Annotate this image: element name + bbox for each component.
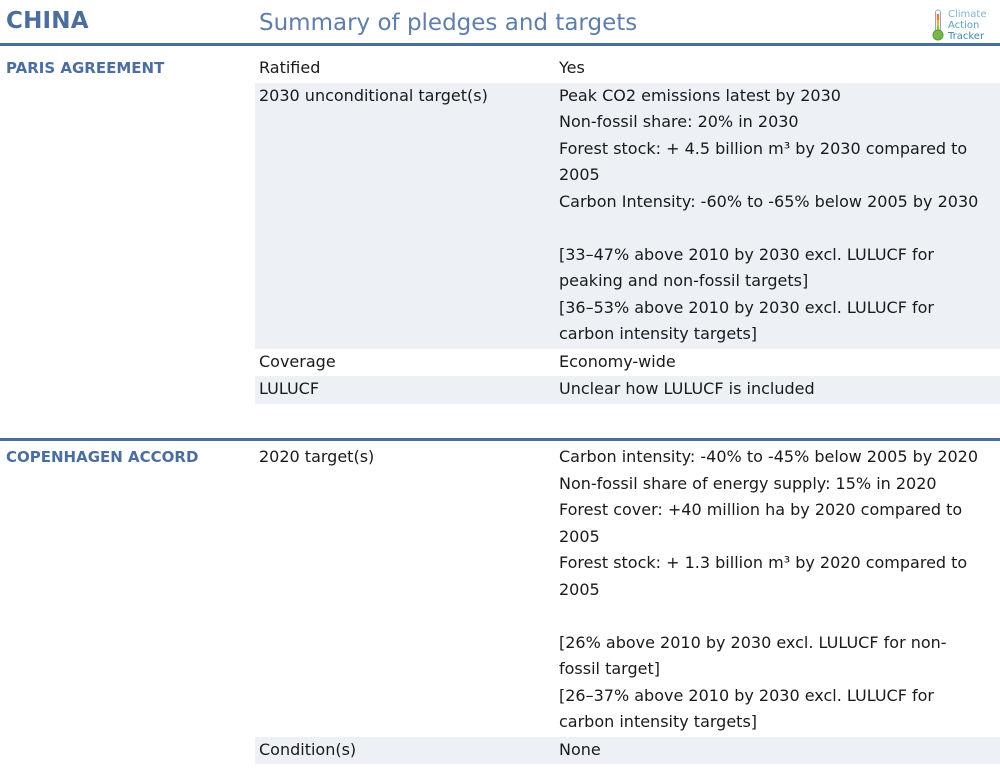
paris-row: 2030 unconditional target(s) Peak CO2 emi… [255, 82, 1000, 349]
copenhagen-row-value: Carbon intensity: -40% to -45% below 200… [559, 444, 997, 736]
page-subtitle: Summary of pledges and targets [259, 10, 638, 36]
climate-action-tracker-logo: Climate Action Tracker [928, 8, 998, 42]
paris-value-line: [33–47% above 2010 by 2030 excl. LULUCF … [559, 244, 934, 264]
paris-row-value: Yes [559, 55, 997, 82]
logo-line-3: Tracker [948, 31, 985, 42]
copenhagen-value-line: Carbon intensity: -40% to -45% below 200… [559, 447, 979, 466]
copenhagen-row-value: None [559, 737, 997, 764]
paris-value-line: Carbon Intensity: -60% to -65% below 200… [559, 191, 979, 211]
logo-text: Climate Action Tracker [948, 9, 986, 42]
copenhagen-value-line: None [559, 739, 601, 759]
copenhagen-row: 2020 target(s) Carbon intensity: -40% to … [255, 444, 1000, 737]
copenhagen-value-line: [26–37% above 2010 by 2030 excl. LULUCF … [559, 685, 934, 705]
paris-value-line: [36–53% above 2010 by 2030 excl. LULUCF … [559, 297, 934, 317]
copenhagen-value-line: carbon intensity targets] [559, 712, 758, 731]
paris-value-line: carbon intensity targets] [559, 324, 758, 343]
copenhagen-value-line: 2005 [559, 526, 600, 546]
paris-row: Coverage Economy-wide [255, 349, 1000, 377]
copenhagen-value-line: [26% above 2010 by 2030 excl. LULUCF for… [559, 632, 947, 652]
paris-value-line: Non-fossil share: 20% in 2030 [559, 112, 799, 131]
paris-row-label: Ratified [259, 58, 321, 77]
copenhagen-value-line: Non-fossil share of energy supply: 15% i… [559, 473, 937, 493]
header: CHINA Summary of pledges and targets Cli… [0, 0, 1000, 44]
copenhagen-value-line: fossil target] [559, 659, 660, 678]
paris-row-value: Unclear how LULUCF is included [559, 376, 997, 403]
copenhagen-row: Condition(s) None [255, 736, 1000, 764]
paris-value-line: Forest stock: + 4.5 billion m³ by 2030 c… [559, 138, 968, 158]
paris-value-line: Peak CO2 emissions latest by 2030 [559, 85, 841, 105]
paris-value-line: Yes [559, 58, 585, 77]
copenhagen-value-line: 2005 [559, 579, 600, 599]
country-title: CHINA [6, 8, 89, 34]
logo-line-1: Climate [948, 9, 987, 20]
paris-row: Ratified Yes [255, 55, 1000, 83]
paris-value-line [559, 215, 997, 242]
section-divider-top [0, 43, 1000, 46]
copenhagen-value-line: Forest stock: + 1.3 billion m³ by 2020 c… [559, 553, 968, 572]
paris-row-value: Peak CO2 emissions latest by 2030 Non-fos… [559, 83, 997, 348]
paris-row-label: Coverage [259, 351, 336, 371]
paris-value-line: 2005 [559, 165, 600, 184]
copenhagen-row-label: 2020 target(s) [259, 447, 375, 466]
paris-row: LULUCF Unclear how LULUCF is included [255, 376, 1000, 404]
section-divider-copenhagen [0, 438, 1000, 441]
paris-value-line: peaking and non-fossil targets] [559, 271, 809, 290]
copenhagen-row-label: Condition(s) [259, 739, 357, 759]
paris-row-label: LULUCF [259, 379, 320, 398]
paris-value-line: Economy-wide [559, 351, 676, 371]
paris-value-line: Unclear how LULUCF is included [559, 379, 815, 398]
logo-line-2: Action [948, 20, 980, 31]
section-title-paris: PARIS AGREEMENT [6, 59, 165, 77]
copenhagen-value-line: Forest cover: +40 million ha by 2020 com… [559, 500, 963, 519]
copenhagen-value-line [559, 603, 997, 630]
paris-row-value: Economy-wide [559, 349, 997, 376]
section-title-copenhagen: COPENHAGEN ACCORD [6, 448, 199, 466]
paris-row-label: 2030 unconditional target(s) [259, 85, 488, 105]
thermometer-icon [932, 9, 944, 41]
